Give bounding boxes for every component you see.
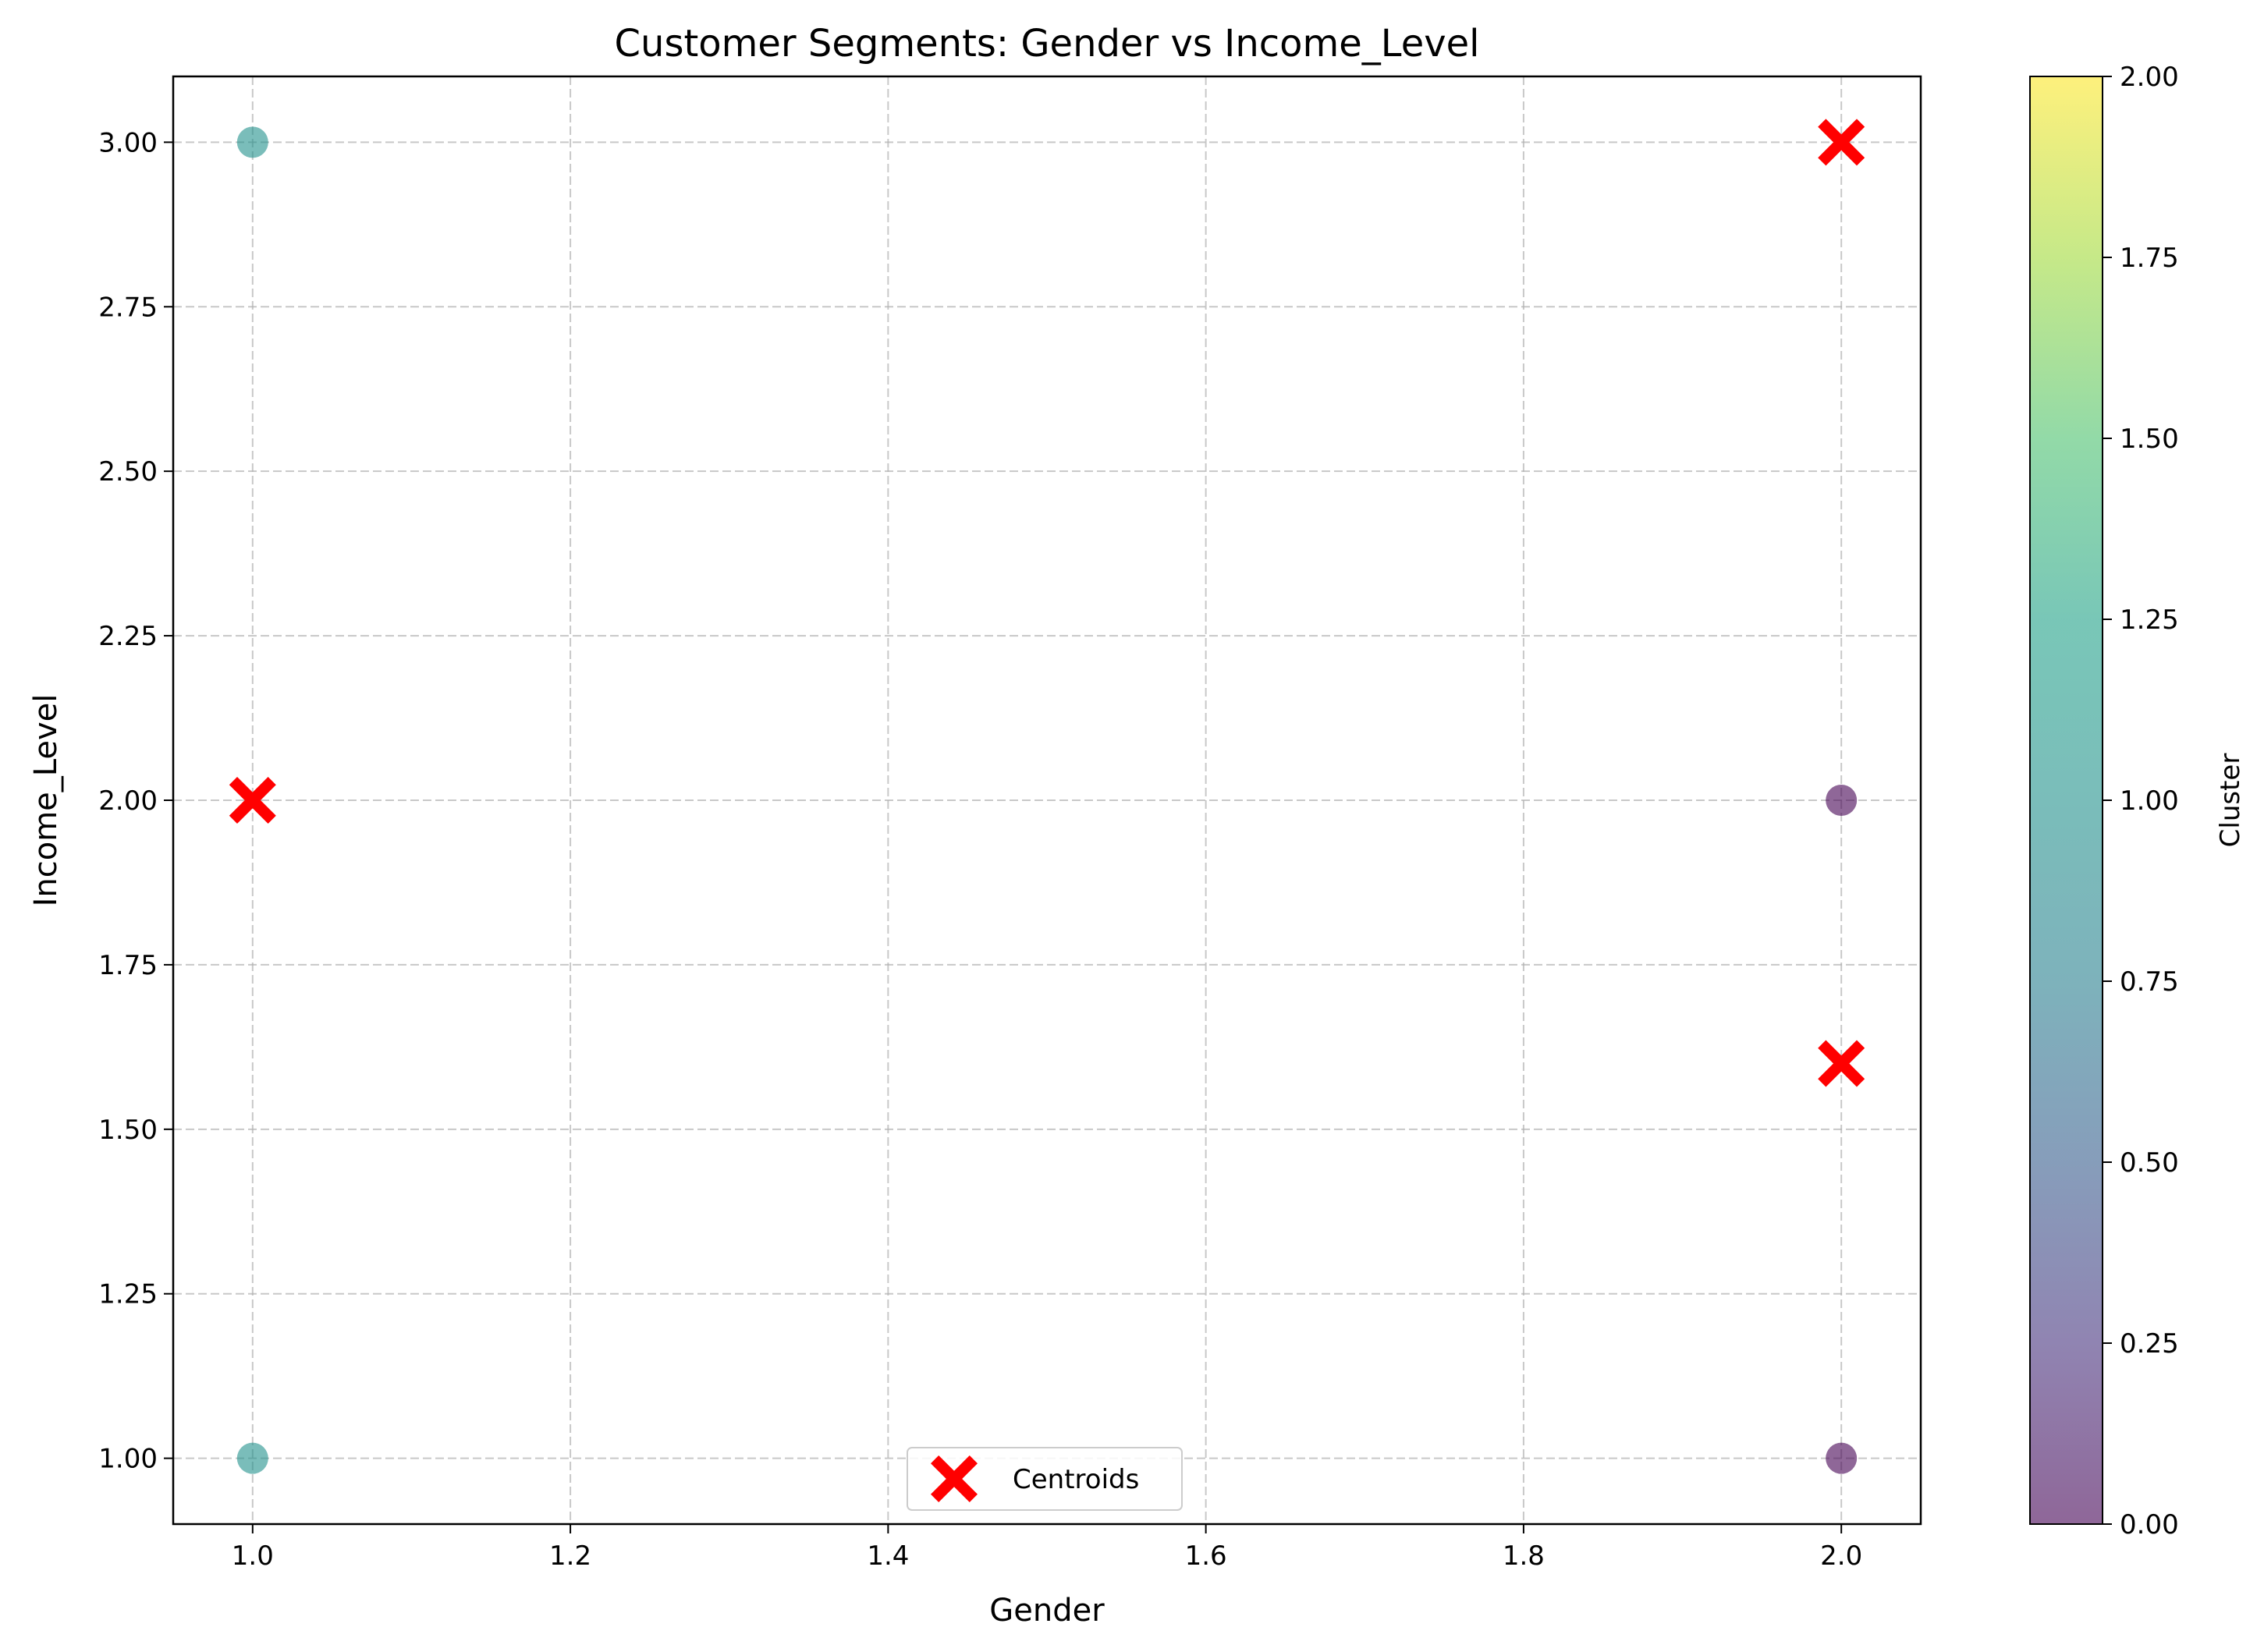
chart-title: Customer Segments: Gender vs Income_Leve…: [615, 22, 1480, 66]
y-tick-label: 1.25: [98, 1279, 158, 1310]
x-tick-label: 1.8: [1503, 1540, 1545, 1572]
y-axis-label: Income_Level: [28, 694, 64, 907]
legend-centroid-x: [931, 1455, 978, 1502]
colorbar-tick-label: 1.50: [2120, 424, 2179, 455]
colorbar-tick-label: 0.00: [2120, 1509, 2179, 1540]
colorbar-tick-label: 1.25: [2120, 604, 2179, 636]
colorbar-gradient: [2029, 76, 2103, 1525]
data-point: [236, 1442, 268, 1474]
data-points: [236, 126, 1858, 1474]
x-tick-label: 1.6: [1185, 1540, 1227, 1572]
y-tick-label: 1.00: [98, 1444, 158, 1475]
data-point: [1826, 785, 1858, 816]
legend-centroid-marker: [931, 1455, 978, 1502]
legend: Centroids: [907, 1447, 1183, 1511]
centroid-marker: [229, 777, 276, 824]
y-tick-label: 2.50: [98, 456, 158, 487]
colorbar-tick-label: 1.00: [2120, 785, 2179, 817]
y-tick-label: 2.00: [98, 785, 158, 817]
colorbar: 0.00 0.25 0.50 0.75 1.00 1.25 1.50 1.75 2.00 Clu…: [2029, 62, 2246, 1540]
y-tick-label: 2.25: [98, 621, 158, 652]
x-axis-label: Gender: [989, 1593, 1105, 1629]
x-tick-label: 1.2: [549, 1540, 591, 1572]
colorbar-tick-label: 2.00: [2120, 62, 2179, 93]
legend-label-centroids: Centroids: [1013, 1464, 1139, 1495]
centroid-markers: [229, 119, 1865, 1087]
x-tick-label: 1.4: [867, 1540, 909, 1572]
grid: [173, 76, 1921, 1524]
colorbar-label: Cluster: [2215, 753, 2246, 848]
colorbar-tick-label: 0.25: [2120, 1328, 2179, 1360]
x-tick-label: 1.0: [232, 1540, 274, 1572]
x-tick-label: 2.0: [1820, 1540, 1862, 1572]
y-axis-ticks: 1.00 1.25 1.50 1.75 2.00 2.25 2.50 2.75 3.00: [98, 127, 173, 1475]
x-axis-ticks: 1.0 1.2 1.4 1.6 1.8 2.0: [232, 1524, 1862, 1572]
y-tick-label: 1.50: [98, 1115, 158, 1146]
colorbar-tick-label: 0.75: [2120, 966, 2179, 998]
data-point: [236, 126, 268, 158]
colorbar-ticks: 0.00 0.25 0.50 0.75 1.00 1.25 1.50 1.75 2.00: [2103, 62, 2179, 1540]
centroid-marker: [1818, 119, 1865, 166]
colorbar-tick-label: 0.50: [2120, 1147, 2179, 1179]
y-tick-label: 3.00: [98, 127, 158, 158]
data-point: [1826, 1442, 1858, 1474]
centroid-marker: [1818, 1040, 1865, 1087]
y-tick-label: 1.75: [98, 950, 158, 981]
y-tick-label: 2.75: [98, 292, 158, 323]
colorbar-tick-label: 1.75: [2120, 243, 2179, 274]
